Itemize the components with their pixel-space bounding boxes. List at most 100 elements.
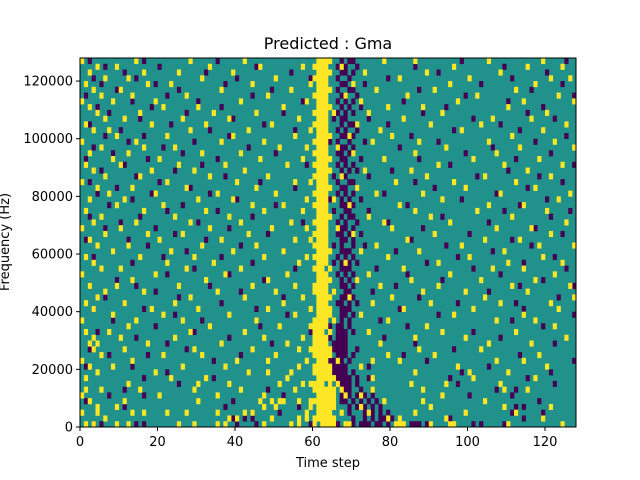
heatmap-cell-high bbox=[180, 115, 185, 122]
heatmap-cell-high bbox=[320, 288, 325, 295]
heatmap-cell-high bbox=[316, 58, 321, 65]
heatmap-cell-high bbox=[153, 369, 158, 376]
heatmap-cell-low bbox=[393, 282, 399, 289]
heatmap-cell-high bbox=[207, 225, 213, 232]
heatmap-cell-high bbox=[328, 248, 333, 255]
y-tick-label: 40000 bbox=[32, 305, 73, 320]
heatmap-cell-high bbox=[347, 132, 352, 140]
heatmap-cell-high bbox=[103, 75, 108, 82]
heatmap-cell-high bbox=[103, 115, 108, 122]
heatmap-cell-high bbox=[320, 380, 325, 387]
heatmap-cell-low bbox=[134, 282, 139, 289]
heatmap-cell-low bbox=[87, 179, 92, 186]
heatmap-cell-high bbox=[324, 63, 329, 70]
heatmap-cell-low bbox=[351, 328, 356, 336]
heatmap-cell-high bbox=[87, 104, 92, 111]
heatmap-cell-high bbox=[320, 184, 325, 191]
heatmap-cell-high bbox=[126, 421, 131, 428]
heatmap-cell-low bbox=[424, 259, 430, 266]
heatmap-cell-high bbox=[80, 409, 85, 416]
heatmap-cell-high bbox=[324, 271, 329, 278]
heatmap-cell-low bbox=[122, 161, 127, 168]
heatmap-cell-high bbox=[83, 121, 89, 128]
heatmap-cell-low bbox=[343, 265, 348, 272]
heatmap-cell-low bbox=[339, 357, 344, 364]
heatmap-cell-high bbox=[351, 150, 356, 157]
heatmap-cell-high bbox=[316, 294, 321, 301]
heatmap-cell-high bbox=[324, 375, 329, 382]
heatmap-cell-high bbox=[324, 190, 329, 197]
heatmap-cell-high bbox=[331, 375, 337, 382]
heatmap-cell-low bbox=[331, 357, 337, 364]
heatmap-cell-high bbox=[331, 386, 337, 393]
heatmap-cell-low bbox=[351, 398, 356, 405]
heatmap-cell-high bbox=[242, 409, 247, 416]
heatmap-cell-high bbox=[87, 196, 92, 203]
heatmap-cell-high bbox=[231, 196, 236, 203]
heatmap-cell-low bbox=[362, 138, 368, 145]
heatmap-cell-high bbox=[448, 421, 453, 428]
heatmap-cell-high bbox=[463, 334, 468, 341]
heatmap-cell-low bbox=[153, 323, 158, 330]
heatmap-cell-low bbox=[347, 403, 352, 411]
heatmap-cell-low bbox=[339, 346, 344, 353]
heatmap-cell-low bbox=[343, 63, 348, 70]
heatmap-cell-high bbox=[362, 167, 368, 174]
heatmap-cell-high bbox=[207, 63, 213, 70]
heatmap-cell-high bbox=[316, 380, 321, 387]
heatmap-cell-low bbox=[99, 421, 104, 428]
heatmap-cell-high bbox=[269, 225, 275, 232]
heatmap-cell-low bbox=[339, 282, 344, 289]
heatmap-cell-high bbox=[374, 242, 379, 249]
heatmap-cell-high bbox=[134, 317, 139, 324]
heatmap-cell-high bbox=[200, 242, 205, 249]
heatmap-cell-high bbox=[324, 259, 329, 266]
heatmap-cell-low bbox=[537, 398, 542, 405]
heatmap-cell-low bbox=[351, 109, 356, 116]
heatmap-cell-high bbox=[560, 63, 565, 70]
heatmap-cell-low bbox=[552, 115, 557, 122]
heatmap-cell-high bbox=[510, 213, 515, 220]
heatmap-cell-low bbox=[378, 415, 383, 422]
heatmap-cell-high bbox=[401, 421, 406, 428]
heatmap-cell-low bbox=[355, 403, 360, 411]
heatmap-cell-high bbox=[328, 380, 333, 387]
heatmap-cell-high bbox=[250, 282, 255, 289]
heatmap-cell-high bbox=[483, 294, 488, 301]
heatmap-cell-high bbox=[118, 334, 123, 341]
heatmap-cell-low bbox=[204, 69, 209, 76]
heatmap-cell-high bbox=[204, 207, 209, 214]
heatmap-cell-high bbox=[153, 190, 158, 197]
heatmap-cell-low bbox=[529, 242, 534, 249]
heatmap-cell-low bbox=[510, 317, 515, 324]
heatmap-cell-low bbox=[471, 115, 476, 122]
heatmap-cell-low bbox=[242, 415, 247, 422]
heatmap-cell-low bbox=[134, 421, 139, 428]
heatmap-cell-high bbox=[312, 288, 317, 295]
heatmap-cell-high bbox=[304, 415, 309, 422]
heatmap-cell-high bbox=[331, 403, 337, 411]
heatmap-cell-high bbox=[157, 392, 162, 399]
heatmap-cell-high bbox=[83, 375, 89, 382]
heatmap-cell-high bbox=[130, 357, 135, 364]
heatmap-cell-high bbox=[328, 421, 333, 428]
heatmap-cell-low bbox=[328, 196, 333, 203]
heatmap-cell-low bbox=[223, 81, 228, 88]
heatmap-cell-low bbox=[343, 288, 348, 295]
heatmap-cell-high bbox=[126, 150, 131, 157]
heatmap-cell-high bbox=[316, 184, 321, 191]
heatmap-cell-high bbox=[316, 150, 321, 157]
heatmap-cell-low bbox=[537, 173, 542, 180]
heatmap-cell-low bbox=[328, 357, 333, 364]
heatmap-cell-low bbox=[165, 207, 170, 214]
heatmap-cell-high bbox=[227, 213, 232, 220]
heatmap-cell-high bbox=[293, 236, 298, 243]
heatmap-cell-low bbox=[273, 202, 278, 209]
heatmap-cell-high bbox=[304, 196, 309, 203]
heatmap-cell-low bbox=[421, 225, 426, 232]
heatmap-cell-high bbox=[130, 92, 135, 99]
heatmap-cell-high bbox=[316, 415, 321, 422]
heatmap-cell-low bbox=[339, 380, 344, 387]
heatmap-cell-high bbox=[316, 69, 321, 76]
heatmap-cell-high bbox=[266, 357, 271, 364]
